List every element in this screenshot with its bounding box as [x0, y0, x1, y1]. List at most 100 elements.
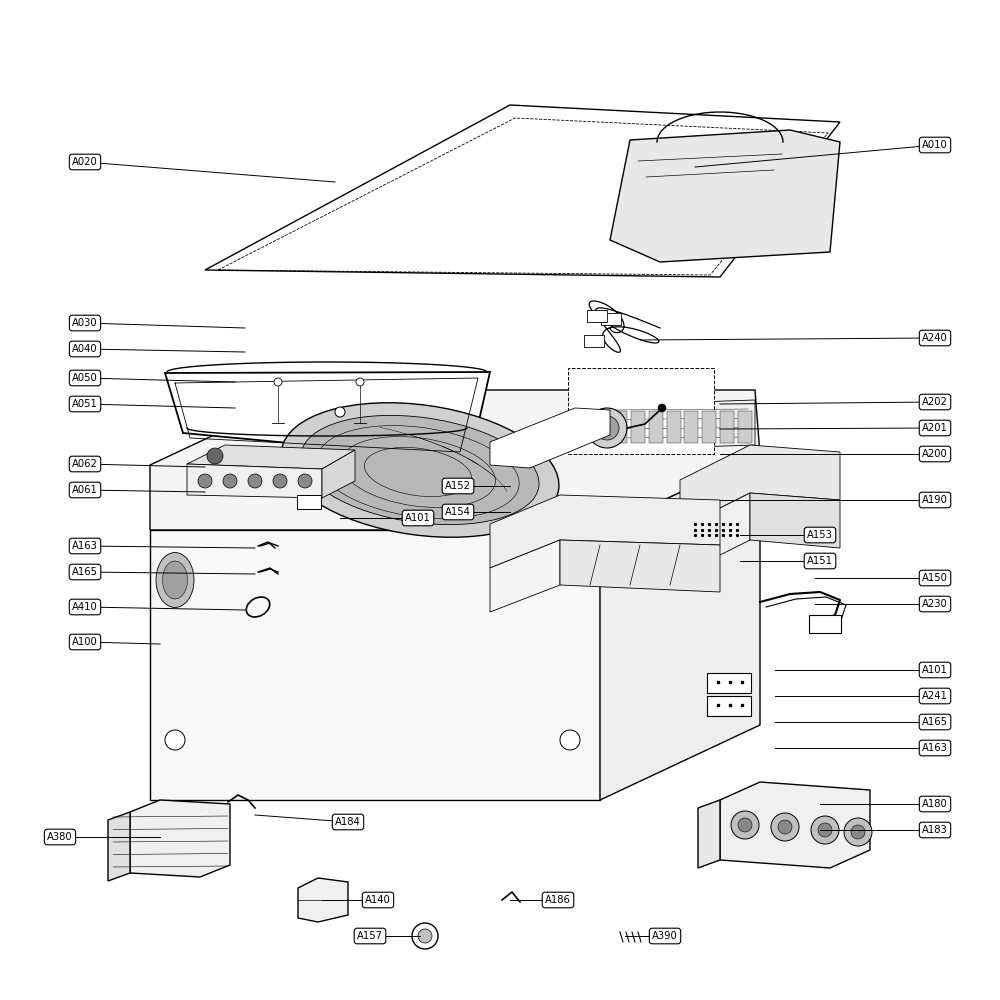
Text: A186: A186 [545, 895, 571, 905]
Text: A062: A062 [72, 459, 98, 469]
Circle shape [731, 811, 759, 839]
Polygon shape [187, 445, 355, 469]
Circle shape [844, 818, 872, 846]
Text: A202: A202 [922, 397, 948, 407]
Circle shape [418, 929, 432, 943]
Text: A410: A410 [72, 602, 98, 612]
FancyBboxPatch shape [297, 495, 321, 509]
Text: A184: A184 [335, 817, 361, 827]
Text: A230: A230 [922, 599, 948, 609]
Circle shape [207, 448, 223, 464]
Circle shape [778, 820, 792, 834]
Text: A190: A190 [922, 495, 948, 505]
Text: A153: A153 [807, 530, 833, 540]
Polygon shape [560, 540, 720, 592]
Polygon shape [720, 782, 870, 868]
Text: A061: A061 [72, 485, 98, 495]
Text: A101: A101 [405, 513, 431, 523]
Circle shape [274, 378, 282, 386]
Circle shape [273, 474, 287, 488]
Circle shape [560, 730, 580, 750]
Polygon shape [130, 800, 230, 877]
Text: A101: A101 [922, 665, 948, 675]
Polygon shape [605, 400, 755, 450]
Polygon shape [680, 493, 750, 575]
Text: A201: A201 [922, 423, 948, 433]
Circle shape [811, 816, 839, 844]
FancyBboxPatch shape [631, 411, 645, 443]
FancyBboxPatch shape [684, 411, 698, 443]
Text: A165: A165 [72, 567, 98, 577]
Polygon shape [298, 878, 348, 922]
Circle shape [198, 474, 212, 488]
Text: A183: A183 [922, 825, 948, 835]
Text: A030: A030 [72, 318, 98, 328]
Polygon shape [108, 812, 130, 881]
Polygon shape [750, 493, 840, 548]
Circle shape [223, 474, 237, 488]
FancyBboxPatch shape [667, 411, 681, 443]
FancyBboxPatch shape [702, 411, 716, 443]
Text: A100: A100 [72, 637, 98, 647]
Text: A040: A040 [72, 344, 98, 354]
Circle shape [298, 474, 312, 488]
Text: A020: A020 [72, 157, 98, 167]
FancyBboxPatch shape [707, 696, 751, 716]
Text: A151: A151 [807, 556, 833, 566]
Circle shape [738, 818, 752, 832]
Circle shape [851, 825, 865, 839]
Circle shape [595, 416, 619, 440]
Polygon shape [187, 464, 322, 498]
Polygon shape [600, 455, 760, 800]
Circle shape [335, 407, 345, 417]
Polygon shape [165, 372, 490, 460]
Polygon shape [490, 540, 560, 612]
Circle shape [818, 823, 832, 837]
Polygon shape [205, 105, 840, 277]
Text: A165: A165 [922, 717, 948, 727]
Polygon shape [490, 495, 720, 568]
FancyBboxPatch shape [720, 411, 734, 443]
Text: A050: A050 [72, 373, 98, 383]
FancyBboxPatch shape [601, 313, 621, 325]
FancyBboxPatch shape [613, 411, 627, 443]
Text: A010: A010 [922, 140, 948, 150]
Text: A390: A390 [652, 931, 678, 941]
Text: A154: A154 [445, 507, 471, 517]
Polygon shape [698, 800, 720, 868]
Text: A380: A380 [47, 832, 73, 842]
Text: A152: A152 [445, 481, 471, 491]
Text: A157: A157 [357, 931, 383, 941]
Ellipse shape [156, 552, 194, 607]
FancyBboxPatch shape [587, 310, 607, 322]
Text: A200: A200 [922, 449, 948, 459]
Text: A163: A163 [72, 541, 98, 551]
FancyBboxPatch shape [649, 411, 663, 443]
Circle shape [771, 813, 799, 841]
Ellipse shape [281, 403, 559, 537]
Polygon shape [490, 408, 610, 468]
Text: A180: A180 [922, 799, 948, 809]
Text: A163: A163 [922, 743, 948, 753]
Circle shape [248, 474, 262, 488]
FancyBboxPatch shape [707, 673, 751, 693]
Circle shape [658, 404, 666, 412]
Text: A241: A241 [922, 691, 948, 701]
Polygon shape [610, 130, 840, 262]
Text: A140: A140 [365, 895, 391, 905]
Polygon shape [680, 445, 840, 528]
Circle shape [165, 730, 185, 750]
FancyBboxPatch shape [738, 411, 752, 443]
Text: A240: A240 [922, 333, 948, 343]
Ellipse shape [162, 561, 188, 599]
Circle shape [412, 923, 438, 949]
FancyBboxPatch shape [568, 368, 714, 454]
Circle shape [356, 378, 364, 386]
Circle shape [587, 408, 627, 448]
Polygon shape [322, 450, 355, 498]
Ellipse shape [301, 415, 539, 525]
Polygon shape [150, 390, 760, 530]
Text: A051: A051 [72, 399, 98, 409]
FancyBboxPatch shape [584, 335, 604, 347]
FancyBboxPatch shape [809, 615, 841, 633]
